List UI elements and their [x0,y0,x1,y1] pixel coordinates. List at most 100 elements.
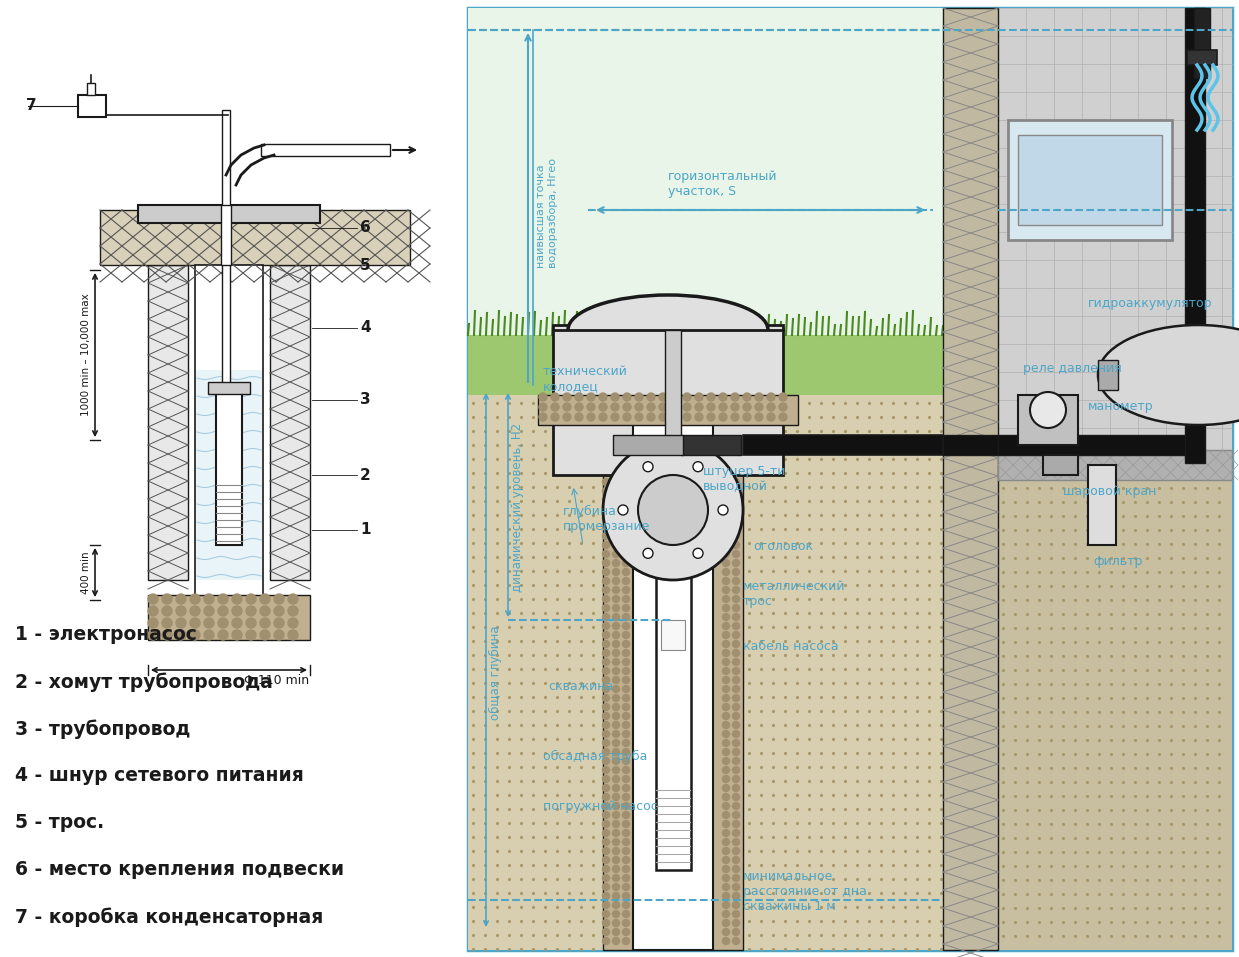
Circle shape [732,812,740,818]
Circle shape [176,606,186,616]
Circle shape [612,910,620,918]
Circle shape [612,505,620,513]
Circle shape [623,413,631,421]
Circle shape [612,920,620,926]
Circle shape [612,713,620,720]
Circle shape [176,630,186,640]
Circle shape [612,478,620,485]
Text: Φ 110 min: Φ 110 min [244,674,309,687]
Circle shape [732,568,740,575]
Bar [196,370,261,580]
Circle shape [622,740,629,746]
Circle shape [622,865,629,873]
Circle shape [612,487,620,495]
Circle shape [602,920,610,926]
Circle shape [602,875,610,881]
Circle shape [602,803,610,810]
Circle shape [722,883,730,891]
Circle shape [732,605,740,612]
Circle shape [612,568,620,575]
Circle shape [622,677,629,683]
Text: 3: 3 [361,392,370,408]
Circle shape [622,577,629,585]
Circle shape [722,560,730,567]
Circle shape [612,793,620,800]
Circle shape [722,478,730,485]
Circle shape [743,413,751,421]
Circle shape [147,606,159,616]
Circle shape [602,928,610,936]
Circle shape [722,830,730,836]
Circle shape [147,594,159,604]
Circle shape [622,425,629,432]
Circle shape [551,413,559,421]
Circle shape [612,622,620,630]
Circle shape [722,595,730,603]
Circle shape [732,785,740,791]
Circle shape [643,548,653,558]
Circle shape [611,413,620,421]
Circle shape [722,740,730,746]
Circle shape [602,857,610,863]
Circle shape [732,505,740,513]
Circle shape [755,403,763,411]
Circle shape [722,848,730,855]
Circle shape [707,403,715,411]
Text: 7 - коробка конденсаторная: 7 - коробка конденсаторная [15,907,323,926]
Circle shape [659,393,667,401]
Circle shape [622,830,629,836]
Circle shape [612,577,620,585]
Circle shape [598,393,607,401]
Circle shape [612,425,620,432]
Circle shape [575,403,584,411]
Circle shape [719,393,727,401]
Circle shape [602,793,610,800]
Circle shape [602,460,610,468]
Circle shape [732,434,740,440]
Circle shape [719,403,727,411]
Circle shape [722,425,730,432]
Circle shape [707,413,715,421]
Circle shape [602,893,610,900]
Circle shape [732,848,740,855]
Circle shape [612,550,620,558]
Circle shape [612,587,620,593]
Text: 2 - хомут трубопровода: 2 - хомут трубопровода [15,672,273,692]
Circle shape [612,803,620,810]
Circle shape [622,640,629,648]
Bar [633,425,712,950]
Bar [216,390,242,545]
Circle shape [218,630,228,640]
Circle shape [204,618,214,628]
Circle shape [611,403,620,411]
Circle shape [147,630,159,640]
Circle shape [622,568,629,575]
Circle shape [623,403,631,411]
Circle shape [732,758,740,765]
Circle shape [622,622,629,630]
Circle shape [602,622,610,630]
Circle shape [622,812,629,818]
Circle shape [612,748,620,755]
Circle shape [622,632,629,638]
Circle shape [563,393,571,401]
Circle shape [722,667,730,675]
Circle shape [636,393,643,401]
Circle shape [622,613,629,620]
Circle shape [612,677,620,683]
Circle shape [659,413,667,421]
Circle shape [622,595,629,603]
Circle shape [622,703,629,710]
Circle shape [638,475,707,545]
Circle shape [722,550,730,558]
Text: 6: 6 [361,220,370,235]
Circle shape [732,740,740,746]
Circle shape [260,594,270,604]
Circle shape [602,505,610,513]
Circle shape [722,758,730,765]
Circle shape [722,893,730,900]
Circle shape [539,413,546,421]
Circle shape [622,775,629,783]
Circle shape [622,722,629,728]
Circle shape [622,758,629,765]
